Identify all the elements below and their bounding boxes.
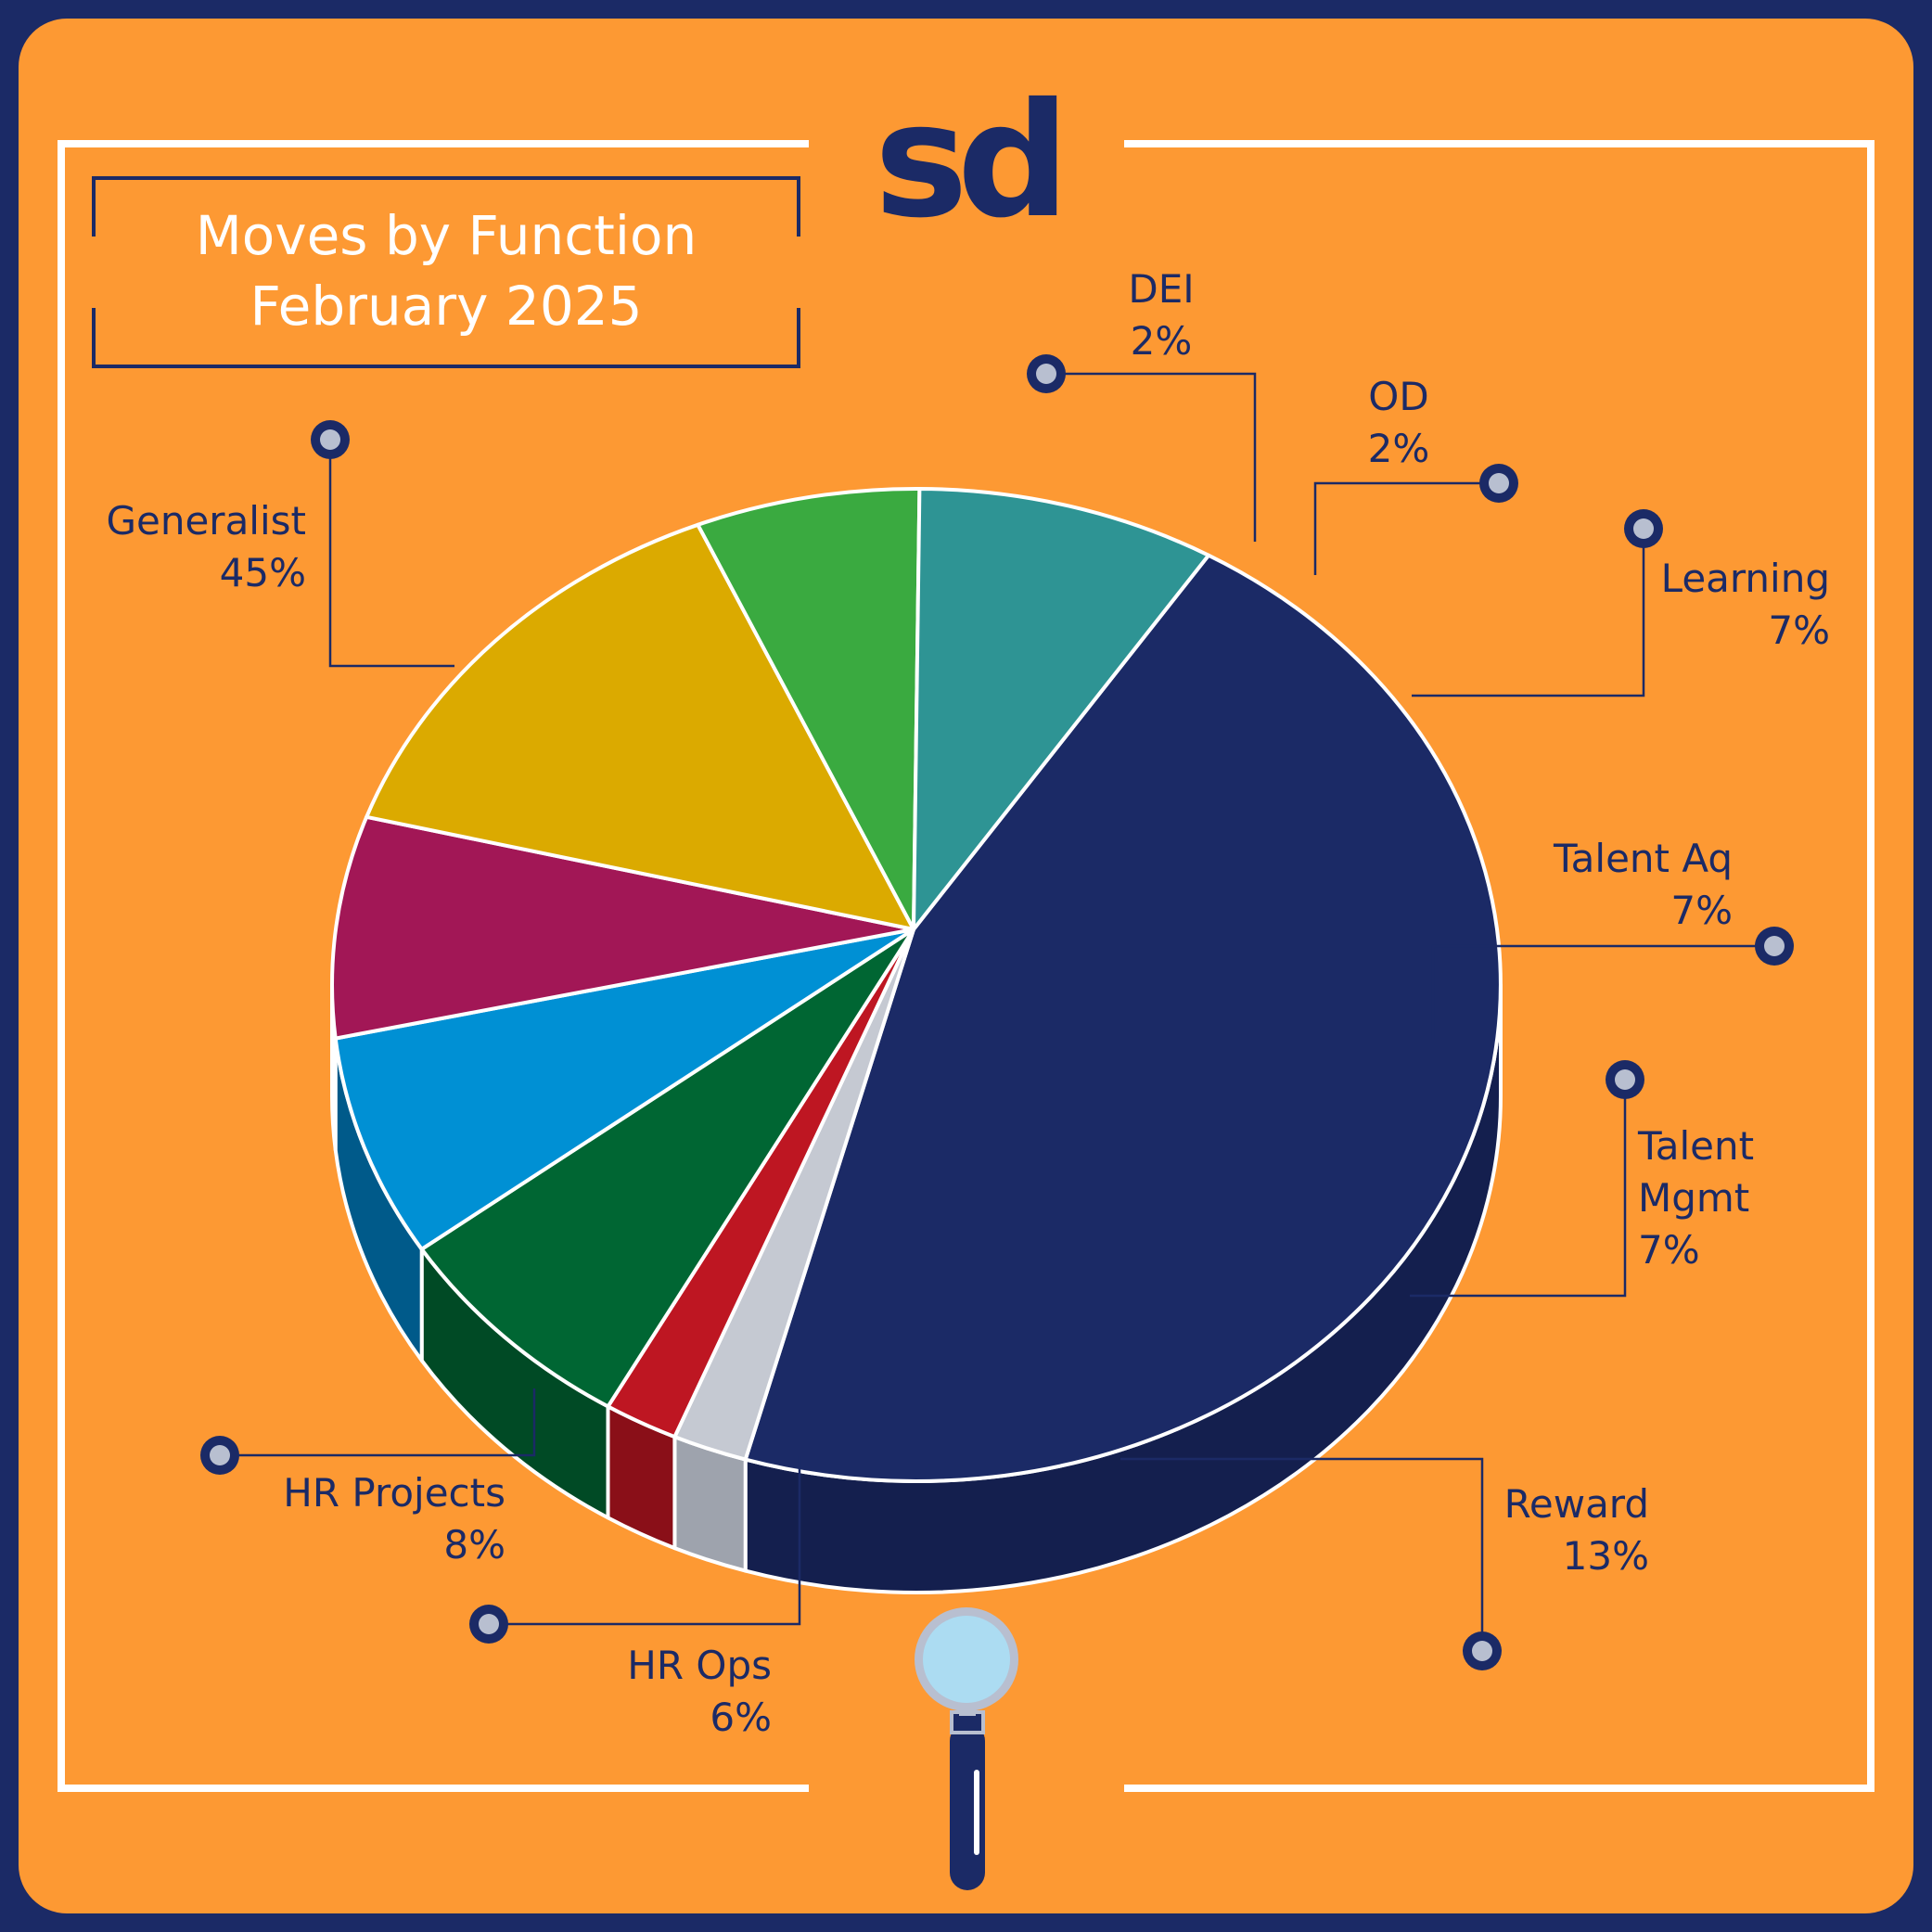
category-label-talent-mgmt: Mgmt [1638,1175,1749,1221]
chart-title-line-2: February 2025 [249,275,642,338]
leader-dot-center-generalist [320,429,340,450]
leader-line-talent-mgmt [1410,1080,1627,1298]
category-label-reward: Reward [1504,1481,1649,1527]
leader-line-hr-ops [489,1456,801,1626]
leader-line-dei [1046,372,1257,542]
inner-border [58,140,1874,1792]
leader-line-reward [1120,1457,1484,1651]
pie-slice-talent-aq [333,928,915,1251]
leader-dot-center-learning [1633,518,1654,539]
leader-line-generalist [328,440,454,668]
leader-dot-center-reward [1472,1641,1492,1661]
pie-tops [330,486,1503,1483]
pie-slice-generalist [743,553,1503,1483]
chart-title-line-1: Moves by Function [196,204,697,267]
value-label-talent-mgmt: 7% [1638,1227,1700,1273]
leader-lines [200,354,1794,1670]
category-label-learning: Learning [1661,556,1830,601]
value-label-od: 2% [1368,426,1430,471]
category-label-od: OD [1368,374,1428,419]
leader-dot-center-od [1489,473,1509,493]
leader-dot-center-dei [1036,364,1056,384]
leader-dot-center-talent-aq [1764,936,1785,956]
leader-dot-center-hr-ops [479,1614,499,1634]
pie-slice-learning [419,928,915,1409]
category-label-talent-mgmt: Talent [1637,1123,1754,1169]
leader-line-learning [1412,529,1645,697]
category-label-talent-aq: Talent Aq [1553,836,1733,881]
pie-slice-reward [365,522,915,931]
value-label-reward: 13% [1563,1533,1649,1579]
leader-dot-center-talent-mgmt [1615,1069,1635,1090]
leader-line-od [1313,481,1499,575]
category-label-generalist: Generalist [106,498,306,544]
value-label-dei: 2% [1131,318,1193,364]
pie-slice-hr-projects [912,487,1210,931]
leader-line-talent-aq [1431,944,1774,1039]
value-label-hr-projects: 8% [443,1522,505,1567]
logo: sd [875,70,1059,253]
pie-sides [330,983,1503,1595]
pie-slice-talent-mgmt [330,814,915,1041]
title-box [92,176,800,368]
leader-line-hr-projects [220,1388,536,1457]
pie-slice-hr-ops [696,486,922,931]
value-label-generalist: 45% [220,550,306,595]
magnifying-glass-icon [915,1607,1018,1890]
category-label-dei: DEI [1128,266,1194,312]
value-label-talent-aq: 7% [1670,888,1733,933]
category-label-hr-projects: HR Projects [283,1470,505,1516]
value-label-hr-ops: 6% [710,1695,772,1740]
slice-labels: Generalist 45% DEI 2% OD 2% Learning 7% Talent A… [106,266,1830,1740]
value-label-learning: 7% [1768,608,1830,653]
leader-dot-center-hr-projects [210,1445,230,1465]
category-label-hr-ops: HR Ops [627,1643,772,1688]
